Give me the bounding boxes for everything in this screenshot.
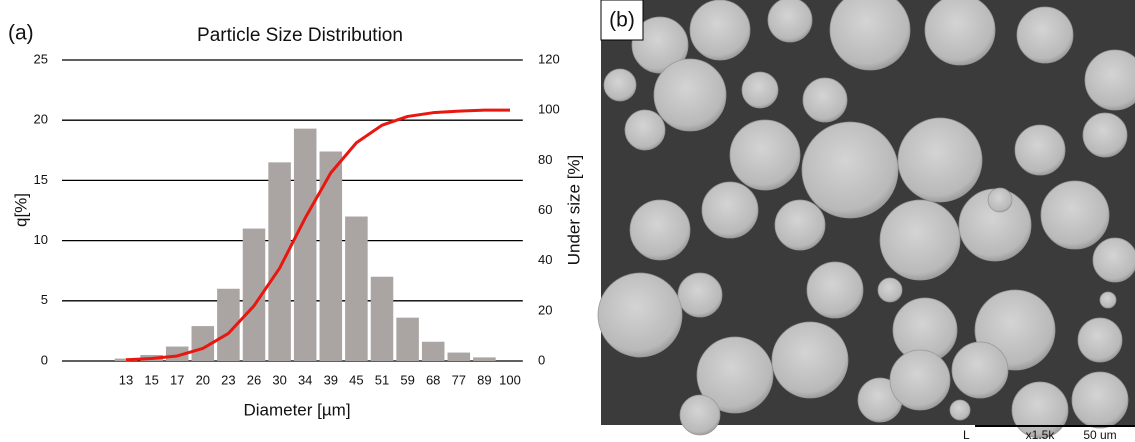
bar xyxy=(114,358,138,361)
x-axis-label: Diameter [µm] xyxy=(243,400,350,419)
label-box xyxy=(600,0,644,41)
x-tick-label: 100 xyxy=(499,372,521,387)
particle xyxy=(1092,237,1135,283)
particle xyxy=(696,336,774,414)
scale-mark: L xyxy=(963,428,970,442)
particle xyxy=(729,119,801,191)
x-tick-label: 26 xyxy=(247,372,261,387)
bar xyxy=(191,326,215,361)
y2-tick-label: 60 xyxy=(538,202,552,217)
bar xyxy=(396,317,419,361)
x-tick-label: 39 xyxy=(324,372,338,387)
particle xyxy=(949,399,971,421)
particle xyxy=(802,77,848,123)
particle xyxy=(1011,381,1069,439)
particle xyxy=(801,121,899,219)
particle xyxy=(653,58,727,132)
particle xyxy=(877,277,903,303)
particle xyxy=(1014,124,1066,176)
y-tick-label: 25 xyxy=(34,51,48,66)
particle xyxy=(879,199,961,281)
bar xyxy=(242,228,266,361)
x-tick-label: 23 xyxy=(221,372,235,387)
particle xyxy=(951,341,1009,399)
x-tick-label: 13 xyxy=(119,372,133,387)
panel-label: (a) xyxy=(8,22,34,45)
particles xyxy=(597,0,1135,439)
particle xyxy=(597,272,683,358)
bar xyxy=(217,288,240,361)
particle xyxy=(603,68,637,102)
particle xyxy=(741,71,779,109)
particle xyxy=(1040,180,1110,250)
y2-tick-label: 20 xyxy=(538,302,552,317)
particle xyxy=(806,261,864,319)
particle xyxy=(889,349,951,411)
x-tick-label: 89 xyxy=(477,372,491,387)
particle xyxy=(774,199,826,251)
panel-label: (b) xyxy=(609,9,635,32)
x-tick-label: 30 xyxy=(272,372,286,387)
particle xyxy=(987,187,1013,213)
x-tick-label: 59 xyxy=(400,372,414,387)
particle xyxy=(767,0,813,43)
particle xyxy=(829,0,911,71)
x-tick-label: 51 xyxy=(375,372,389,387)
particle xyxy=(1077,317,1123,363)
cumulative-line xyxy=(125,108,510,362)
particle xyxy=(1082,112,1128,158)
particle xyxy=(924,0,996,66)
x-tick-label: 20 xyxy=(196,372,210,387)
particle xyxy=(1099,291,1117,309)
y2-tick-label: 40 xyxy=(538,252,552,267)
y2-tick-label: 0 xyxy=(538,352,545,367)
x-tick-label: 77 xyxy=(452,372,466,387)
x-tick-label: 15 xyxy=(144,372,158,387)
y2-tick-label: 100 xyxy=(538,102,560,117)
bar xyxy=(421,341,445,361)
y2-tick-label: 80 xyxy=(538,152,552,167)
x-tick-label: 45 xyxy=(349,372,363,387)
bar xyxy=(370,276,394,361)
y-axis-label: q[%] xyxy=(11,193,30,227)
y-tick-label: 5 xyxy=(41,292,48,307)
x-tick-label: 34 xyxy=(298,372,312,387)
chart-title: Particle Size Distribution xyxy=(197,25,403,46)
particle xyxy=(771,321,849,399)
x-tick-label: 17 xyxy=(170,372,184,387)
magnification: x1.5k xyxy=(1026,428,1056,442)
bar xyxy=(473,357,496,361)
particle xyxy=(679,394,721,436)
particle xyxy=(897,117,983,203)
particle xyxy=(629,199,691,261)
bar xyxy=(447,352,471,361)
bar xyxy=(345,216,368,361)
bar xyxy=(293,128,317,361)
y-tick-label: 20 xyxy=(34,112,48,127)
bar xyxy=(268,162,291,361)
y-tick-label: 10 xyxy=(34,232,48,247)
particle xyxy=(1071,371,1129,429)
y2-tick-label: 120 xyxy=(538,51,560,66)
particle xyxy=(631,16,689,74)
x-tick-label: 68 xyxy=(426,372,440,387)
particle xyxy=(701,181,759,239)
sem-image: (b) L x1.5k 50 um xyxy=(597,0,1135,442)
scale-label: 50 um xyxy=(1083,428,1116,442)
y2-axis-label: Under size [%] xyxy=(564,155,583,266)
y-tick-label: 0 xyxy=(41,352,48,367)
particle xyxy=(1016,6,1074,64)
particle xyxy=(689,0,751,61)
particle xyxy=(1084,49,1135,111)
bar xyxy=(319,151,343,361)
particle xyxy=(624,109,666,151)
y-tick-label: 15 xyxy=(34,172,48,187)
particle xyxy=(677,272,723,318)
